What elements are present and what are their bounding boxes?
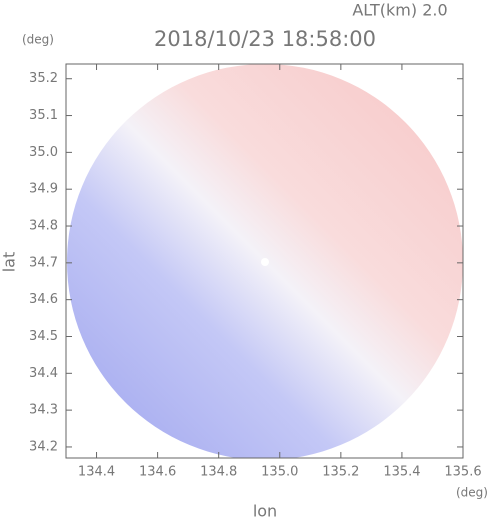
y-tick-label: 34.7 (29, 255, 58, 270)
x-tick-label: 135.6 (444, 465, 481, 480)
x-tick-label: 135.0 (261, 465, 298, 480)
x-tick-label: 134.8 (200, 465, 237, 480)
x-tick-label: 134.6 (139, 465, 176, 480)
x-tick-label: 135.2 (322, 465, 359, 480)
y-tick-label: 34.5 (29, 329, 58, 344)
y-tick-label: 35.1 (29, 108, 58, 123)
x-tick-label: 135.4 (383, 465, 420, 480)
x-tick-label: 134.4 (78, 465, 115, 480)
radar-field (67, 64, 463, 458)
plot-frame (65, 63, 464, 459)
y-tick-label: 35.2 (29, 71, 58, 86)
y-tick-label: 34.4 (29, 366, 58, 381)
y-tick-label: 34.2 (29, 439, 58, 454)
annotation: ALT(km) 2.0 (352, 1, 447, 20)
y-axis-label: lat (0, 252, 19, 273)
y-tick-label: 34.8 (29, 219, 58, 234)
y-unit: (deg) (22, 33, 54, 47)
y-tick-label: 34.3 (29, 403, 58, 418)
y-tick-label: 35.0 (29, 145, 58, 160)
y-tick-label: 34.9 (29, 182, 58, 197)
x-axis-label: lon (253, 502, 277, 521)
chart-title: 2018/10/23 18:58:00 (154, 27, 376, 51)
x-unit: (deg) (456, 486, 488, 500)
y-tick-label: 34.6 (29, 292, 58, 307)
